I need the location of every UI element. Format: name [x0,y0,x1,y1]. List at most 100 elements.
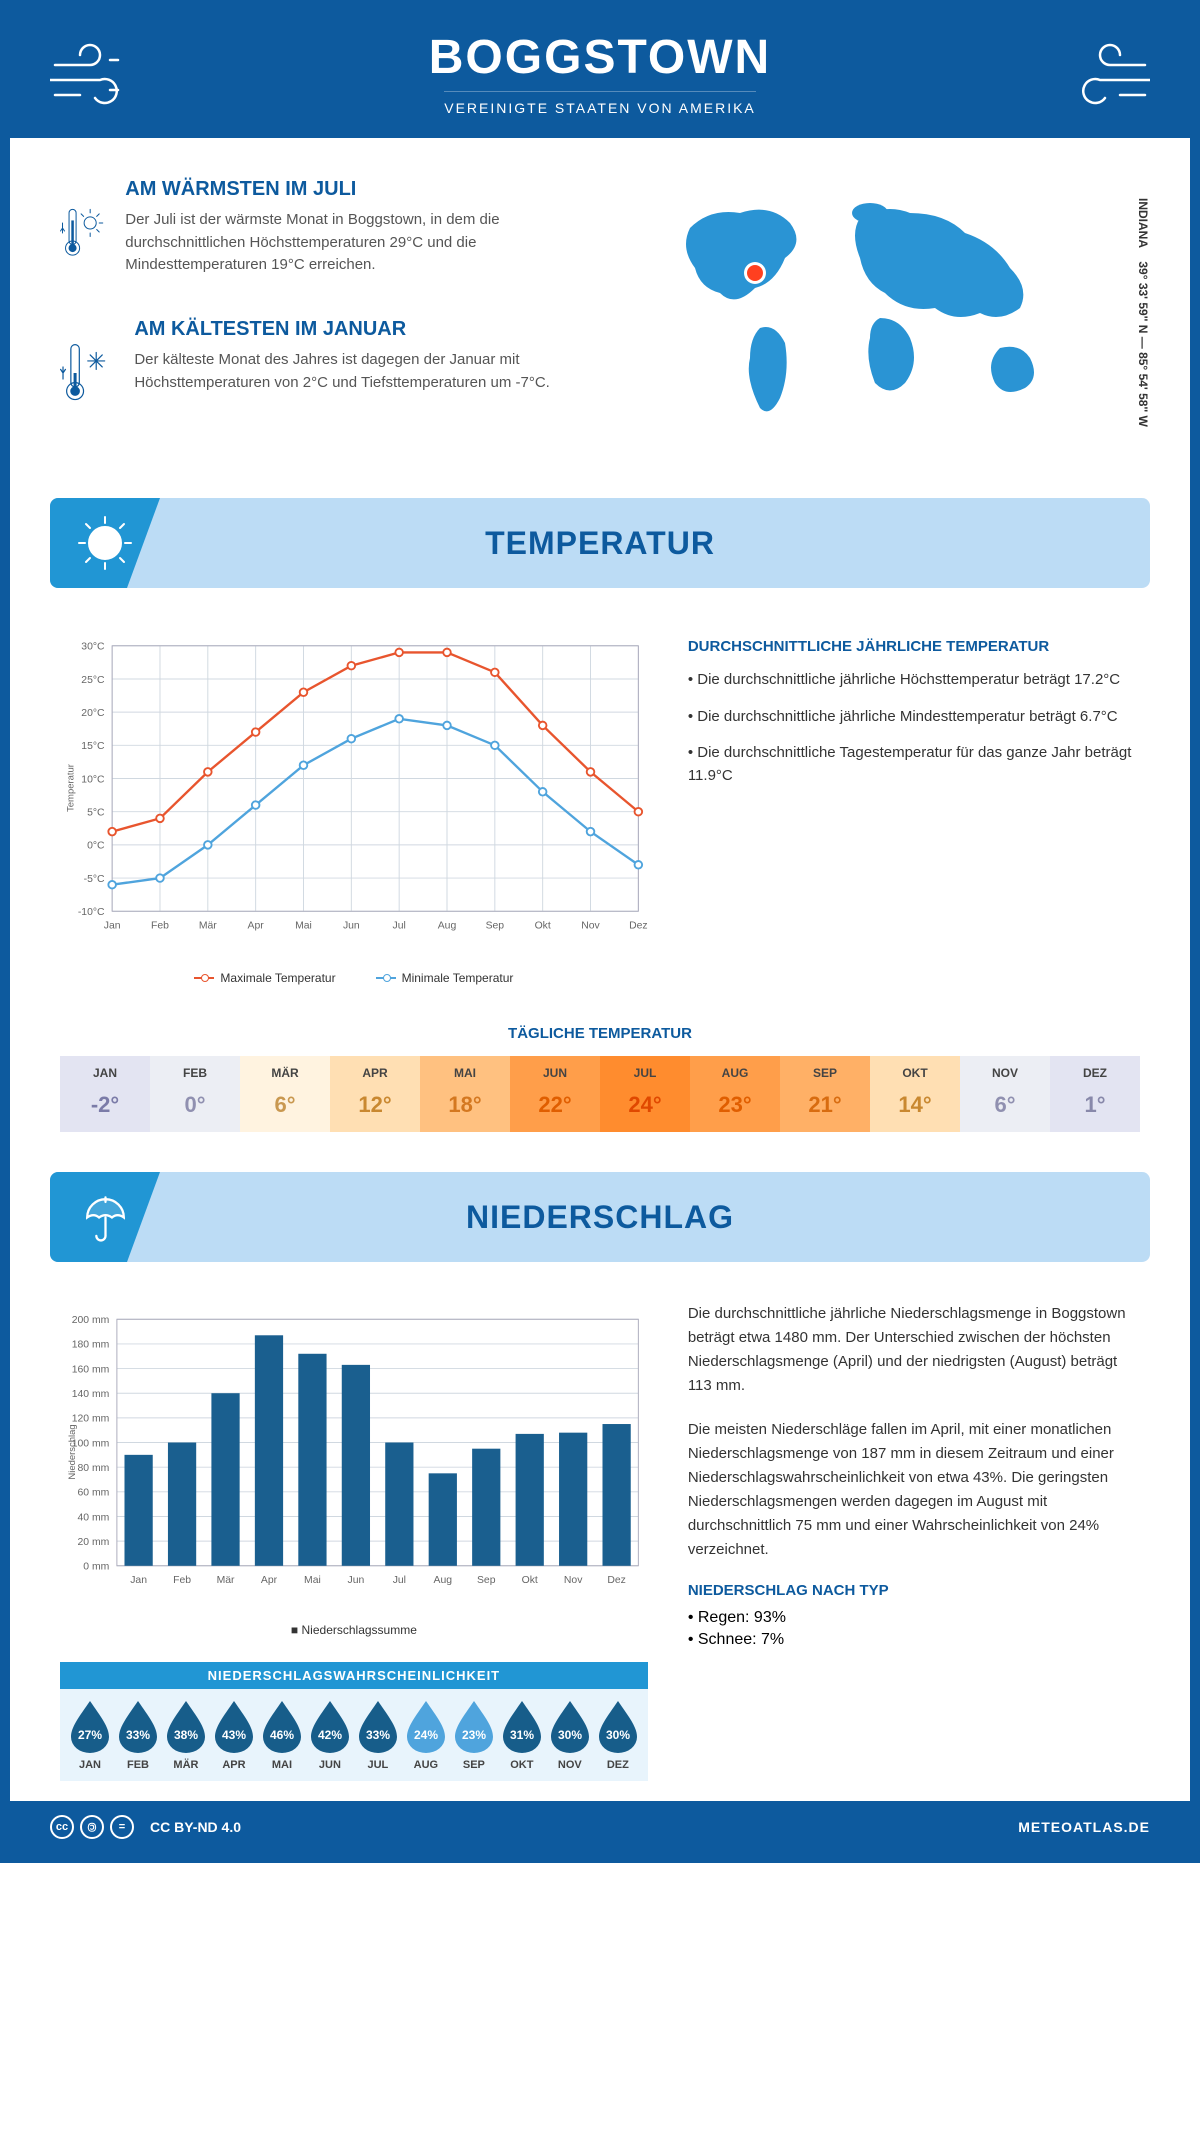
svg-text:80 mm: 80 mm [77,1463,109,1474]
precip-banner: NIEDERSCHLAG [50,1172,1150,1262]
precip-title: NIEDERSCHLAG [466,1199,734,1236]
svg-text:Jan: Jan [104,920,121,931]
daily-temp-cell: JUL24° [600,1056,690,1132]
svg-text:0 mm: 0 mm [83,1562,109,1573]
svg-text:200 mm: 200 mm [72,1315,110,1326]
svg-text:Mär: Mär [217,1575,235,1586]
svg-text:Mär: Mär [199,920,217,931]
precip-para-1: Die durchschnittliche jährliche Niedersc… [688,1302,1140,1398]
svg-text:Temperatur: Temperatur [65,764,76,812]
svg-text:160 mm: 160 mm [72,1364,110,1375]
daily-temp-cell: MAI18° [420,1056,510,1132]
precip-chart-col: 0 mm20 mm40 mm60 mm80 mm100 mm120 mm140 … [60,1292,648,1781]
svg-text:24%: 24% [414,1728,438,1742]
svg-text:Okt: Okt [535,920,551,931]
svg-text:Apr: Apr [261,1575,278,1586]
probability-title: NIEDERSCHLAGSWAHRSCHEINLICHKEIT [60,1662,648,1689]
world-map [660,178,1100,438]
nd-icon: = [110,1815,134,1839]
svg-text:Sep: Sep [486,920,505,931]
license-text: CC BY-ND 4.0 [150,1819,241,1835]
precip-legend: ■ Niederschlagssumme [60,1623,648,1637]
temp-bullet-3: • Die durchschnittliche Tagestemperatur … [688,742,1140,787]
temp-info-title: DURCHSCHNITTLICHE JÄHRLICHE TEMPERATUR [688,638,1140,655]
intro-section: AM WÄRMSTEN IM JULI Der Juli ist der wär… [10,138,1190,498]
precip-section: 0 mm20 mm40 mm60 mm80 mm100 mm120 mm140 … [10,1262,1190,1801]
probability-cell: 23%SEP [450,1699,498,1771]
svg-text:Mai: Mai [295,920,312,931]
daily-temp-title: TÄGLICHE TEMPERATUR [10,1025,1190,1042]
svg-text:Aug: Aug [438,920,457,931]
coldest-title: AM KÄLTESTEN IM JANUAR [134,318,620,341]
daily-temp-strip: JAN-2°FEB0°MÄR6°APR12°MAI18°JUN22°JUL24°… [60,1056,1140,1132]
svg-text:Sep: Sep [477,1575,496,1586]
footer: cc 🄯 = CC BY-ND 4.0 METEOATLAS.DE [10,1801,1190,1853]
svg-text:33%: 33% [126,1728,150,1742]
svg-text:46%: 46% [270,1728,294,1742]
svg-text:5°C: 5°C [87,807,105,818]
warmest-block: AM WÄRMSTEN IM JULI Der Juli ist der wär… [60,178,620,288]
svg-text:43%: 43% [222,1728,246,1742]
daily-temp-cell: MÄR6° [240,1056,330,1132]
page-title: BOGGSTOWN [30,30,1170,85]
temperature-info: DURCHSCHNITTLICHE JÄHRLICHE TEMPERATUR •… [688,618,1140,985]
warmest-text: Der Juli ist der wärmste Monat in Boggst… [125,209,620,277]
svg-text:30%: 30% [558,1728,582,1742]
probability-panel: NIEDERSCHLAGSWAHRSCHEINLICHKEIT 27%JAN 33… [60,1662,648,1781]
precip-info: Die durchschnittliche jährliche Niedersc… [688,1292,1140,1781]
svg-text:60 mm: 60 mm [77,1488,109,1499]
svg-text:Niederschlag: Niederschlag [67,1424,78,1479]
svg-text:Jun: Jun [343,920,360,931]
svg-text:Jun: Jun [347,1575,364,1586]
svg-text:120 mm: 120 mm [72,1414,110,1425]
svg-text:0°C: 0°C [87,841,105,852]
svg-text:25°C: 25°C [81,675,105,686]
probability-cell: 27%JAN [66,1699,114,1771]
svg-text:33%: 33% [366,1728,390,1742]
thermometer-sun-icon [60,178,105,288]
daily-temp-cell: FEB0° [150,1056,240,1132]
probability-cell: 43%APR [210,1699,258,1771]
daily-temp-cell: DEZ1° [1050,1056,1140,1132]
precip-type-snow: • Schnee: 7% [688,1631,1140,1649]
temp-bullet-2: • Die durchschnittliche jährliche Mindes… [688,706,1140,729]
page: BOGGSTOWN VEREINIGTE STAATEN VON AMERIKA… [0,0,1200,1863]
precip-para-2: Die meisten Niederschläge fallen im Apri… [688,1418,1140,1562]
by-icon: 🄯 [80,1815,104,1839]
svg-text:Jan: Jan [130,1575,147,1586]
svg-text:Jul: Jul [393,920,406,931]
umbrella-banner-icon [50,1172,160,1262]
map-column: INDIANA 39° 33' 59'' N — 85° 54' 58'' W [660,178,1140,458]
thermometer-snow-icon [60,318,114,428]
probability-strip: 27%JAN33%FEB38%MÄR43%APR46%MAI42%JUN33%J… [60,1689,648,1781]
svg-text:30°C: 30°C [81,642,105,653]
svg-text:Dez: Dez [607,1575,626,1586]
temperature-banner: TEMPERATUR [50,498,1150,588]
svg-text:Feb: Feb [173,1575,191,1586]
site-name: METEOATLAS.DE [1018,1819,1150,1835]
precip-type-title: NIEDERSCHLAG NACH TYP [688,1582,1140,1599]
probability-cell: 46%MAI [258,1699,306,1771]
svg-text:38%: 38% [174,1728,198,1742]
daily-temp-cell: NOV6° [960,1056,1050,1132]
daily-temp-cell: JUN22° [510,1056,600,1132]
svg-text:Mai: Mai [304,1575,321,1586]
svg-text:-5°C: -5°C [84,874,105,885]
coldest-text: Der kälteste Monat des Jahres ist dagege… [134,349,620,394]
svg-text:20°C: 20°C [81,708,105,719]
header: BOGGSTOWN VEREINIGTE STAATEN VON AMERIKA [10,10,1190,138]
wind-icon-left [50,40,140,110]
svg-text:Aug: Aug [434,1575,453,1586]
svg-text:Apr: Apr [248,920,265,931]
daily-temp-cell: APR12° [330,1056,420,1132]
svg-text:Jul: Jul [393,1575,406,1586]
temperature-title: TEMPERATUR [485,525,715,562]
daily-temp-cell: OKT14° [870,1056,960,1132]
probability-cell: 33%JUL [354,1699,402,1771]
coldest-block: AM KÄLTESTEN IM JANUAR Der kälteste Mona… [60,318,620,428]
svg-text:30%: 30% [606,1728,630,1742]
warmest-title: AM WÄRMSTEN IM JULI [125,178,620,201]
license-block: cc 🄯 = CC BY-ND 4.0 [50,1815,241,1839]
svg-text:Nov: Nov [564,1575,583,1586]
svg-text:40 mm: 40 mm [77,1512,109,1523]
